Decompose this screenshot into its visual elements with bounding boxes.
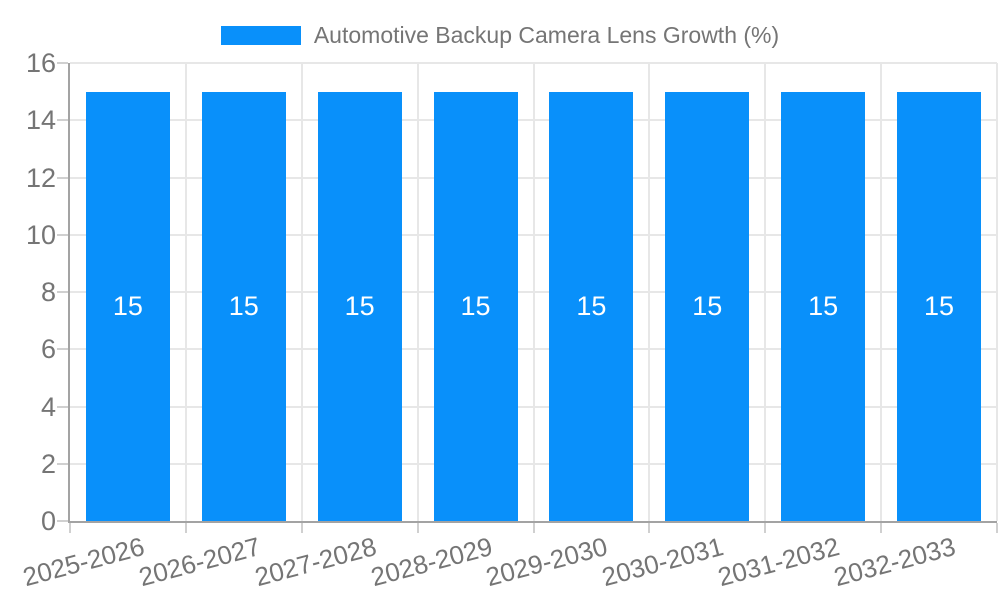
- y-axis-tick-label: 12: [25, 162, 56, 193]
- bar-value-label: 15: [808, 290, 839, 321]
- x-axis-tick-mark: [184, 523, 187, 533]
- bar: 15: [201, 91, 286, 521]
- legend: Automotive Backup Camera Lens Growth (%): [0, 22, 1000, 49]
- gridline-vertical: [300, 63, 303, 521]
- y-axis-tick-mark: [57, 520, 68, 522]
- y-axis-tick-mark: [57, 62, 68, 64]
- y-axis-tick-label: 14: [25, 105, 56, 136]
- bar: 15: [897, 91, 982, 521]
- gridline-vertical: [880, 63, 883, 521]
- y-axis-tick-label: 16: [25, 48, 56, 78]
- bar-value-label: 15: [576, 290, 607, 321]
- x-axis-tick-mark: [300, 523, 303, 533]
- bar: 15: [433, 91, 518, 521]
- legend-swatch: [220, 26, 301, 45]
- y-axis-tick-label: 8: [40, 277, 56, 307]
- x-axis-tick-mark: [416, 523, 419, 533]
- gridline-vertical: [184, 63, 187, 521]
- y-axis-tick-mark: [57, 291, 68, 293]
- x-axis-tick-mark: [648, 523, 651, 533]
- bar: 15: [317, 91, 402, 521]
- bar-value-label: 15: [228, 290, 259, 321]
- y-axis-tick-mark: [57, 119, 68, 122]
- y-axis-tick-mark: [57, 405, 68, 408]
- y-axis-tick-mark: [57, 233, 68, 236]
- bar-value-label: 15: [112, 290, 143, 321]
- y-axis-tick-mark: [57, 176, 68, 179]
- bar-value-label: 15: [344, 290, 375, 321]
- y-axis-tick-label: 4: [40, 391, 56, 422]
- x-axis-tick-mark: [996, 523, 998, 533]
- y-axis-tick-label: 2: [40, 448, 56, 479]
- gridline-vertical: [996, 63, 998, 521]
- y-axis-tick-label: 10: [25, 219, 56, 250]
- bar: 15: [781, 91, 866, 521]
- bar: 15: [85, 91, 170, 521]
- bar: 15: [549, 91, 634, 521]
- x-axis-tick-mark: [532, 523, 535, 533]
- x-axis-tick-mark: [69, 523, 71, 533]
- x-axis-tick-mark: [880, 523, 883, 533]
- bar-value-label: 15: [692, 290, 723, 321]
- y-axis-tick-label: 0: [40, 506, 56, 536]
- y-axis-tick-mark: [57, 348, 68, 351]
- gridline-vertical: [532, 63, 535, 521]
- y-axis-tick-mark: [57, 462, 68, 465]
- x-axis-tick-mark: [764, 523, 767, 533]
- bar: 15: [665, 91, 750, 521]
- y-axis-tick-label: 6: [40, 334, 56, 365]
- plot-area: 0 2 4 6 8 10 12 14 16 15 15 15 15 15 15 15 15 2025-2026 20…: [20, 49, 998, 592]
- gridline-vertical: [416, 63, 419, 521]
- gridline-vertical: [648, 63, 651, 521]
- chart-title: Automotive Backup Camera Lens Growth (%): [313, 22, 780, 48]
- gridline-vertical: [764, 63, 767, 521]
- bar-value-label: 15: [924, 290, 955, 321]
- bar-value-label: 15: [460, 290, 491, 321]
